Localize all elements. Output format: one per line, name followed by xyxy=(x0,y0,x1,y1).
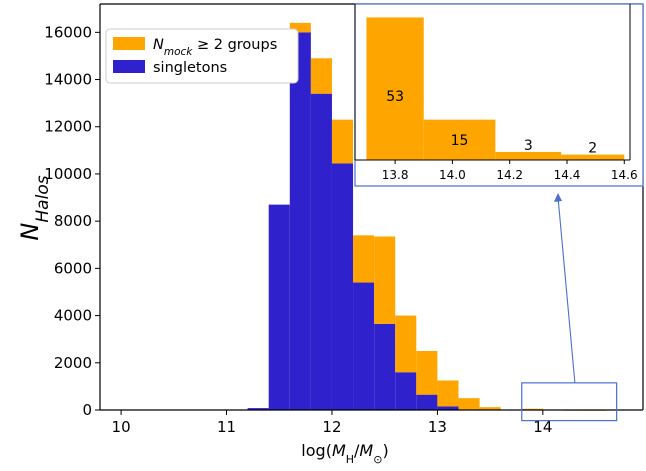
x-tick-label-3: 13 xyxy=(428,418,447,436)
inset-bar-label-2: 3 xyxy=(524,138,533,154)
bar-singletons-0 xyxy=(247,408,269,410)
bar-groups-6 xyxy=(374,236,396,324)
inset-bar-1 xyxy=(423,119,496,160)
main-x-ticks: 10 11 12 13 14 xyxy=(112,410,552,436)
zoom-indicator xyxy=(521,193,618,422)
bar-singletons-2 xyxy=(289,32,311,410)
x-tick-label-1: 11 xyxy=(217,418,236,436)
bar-groups-9 xyxy=(437,380,459,407)
main-y-ticks: 0 2000 4000 6000 8000 10000 12000 14000 16000 xyxy=(44,23,100,419)
inset-x-ticks: 13.8 14.0 14.2 14.4 14.6 xyxy=(382,160,638,182)
bar-groups-11 xyxy=(479,407,501,410)
inset-x-tick-label-0: 13.8 xyxy=(382,168,409,182)
y-tick-label-5: 10000 xyxy=(44,165,92,183)
inset-bar-0 xyxy=(366,17,424,161)
inset-x-tick-label-3: 14.4 xyxy=(554,168,581,182)
inset-x-tick-label-1: 14.0 xyxy=(439,168,466,182)
bar-singletons-1 xyxy=(268,204,290,410)
legend: Nmock ≥ 2 groups singletons xyxy=(105,28,299,84)
legend-label-groups: Nmock ≥ 2 groups xyxy=(153,37,277,58)
inset-bar-label-0: 53 xyxy=(386,89,404,105)
y-tick-label-7: 14000 xyxy=(44,71,92,89)
y-tick-label-6: 12000 xyxy=(44,118,92,136)
y-axis-title: NHalos xyxy=(16,175,53,240)
y-tick-label-3: 6000 xyxy=(54,259,92,277)
legend-swatch-singletons xyxy=(113,60,145,73)
bar-singletons-6 xyxy=(374,323,396,410)
y-tick-label-1: 2000 xyxy=(54,354,92,372)
bar-singletons-8 xyxy=(416,394,438,410)
inset-bar-2 xyxy=(495,151,562,160)
x-tick-label-4: 14 xyxy=(533,418,552,436)
bar-groups-13 xyxy=(521,408,543,410)
legend-label-singletons: singletons xyxy=(153,60,227,76)
x-axis-title: log(MH/M⊙) xyxy=(301,441,388,466)
main-histogram-bars xyxy=(247,22,607,411)
bar-groups-2 xyxy=(289,22,311,33)
bar-singletons-7 xyxy=(395,372,417,410)
y-tick-label-4: 8000 xyxy=(54,212,92,230)
inset-bar-labels: 53 15 3 2 xyxy=(386,89,597,157)
inset-chart: 53 15 3 2 13.8 14.0 14.2 14.4 14.6 xyxy=(354,3,644,187)
inset-bar-3 xyxy=(561,154,625,160)
bar-singletons-5 xyxy=(353,282,375,410)
bar-groups-4 xyxy=(331,119,354,164)
y-tick-label-8: 16000 xyxy=(44,23,92,41)
zoom-arrow-head xyxy=(554,193,562,202)
bar-singletons-3 xyxy=(310,93,332,410)
y-tick-label-2: 4000 xyxy=(54,307,92,325)
bar-groups-5 xyxy=(353,235,375,283)
bar-groups-3 xyxy=(310,58,332,94)
bar-groups-7 xyxy=(395,315,417,373)
inset-x-tick-label-2: 14.2 xyxy=(496,168,523,182)
inset-bars xyxy=(366,17,625,161)
zoom-arrow-line xyxy=(557,196,576,383)
y-tick-label-0: 0 xyxy=(82,401,92,419)
bar-groups-8 xyxy=(416,350,438,395)
inset-bar-label-3: 2 xyxy=(588,141,597,157)
bar-groups-10 xyxy=(458,398,480,410)
inset-bar-label-1: 15 xyxy=(451,133,469,149)
x-tick-label-2: 12 xyxy=(322,418,341,436)
bar-singletons-4 xyxy=(331,163,354,410)
zoom-box xyxy=(521,382,618,422)
legend-frame xyxy=(105,28,299,84)
bar-singletons-9 xyxy=(437,406,459,410)
inset-x-tick-label-4: 14.6 xyxy=(611,168,638,182)
x-tick-label-0: 10 xyxy=(112,418,131,436)
legend-swatch-groups xyxy=(113,37,145,50)
